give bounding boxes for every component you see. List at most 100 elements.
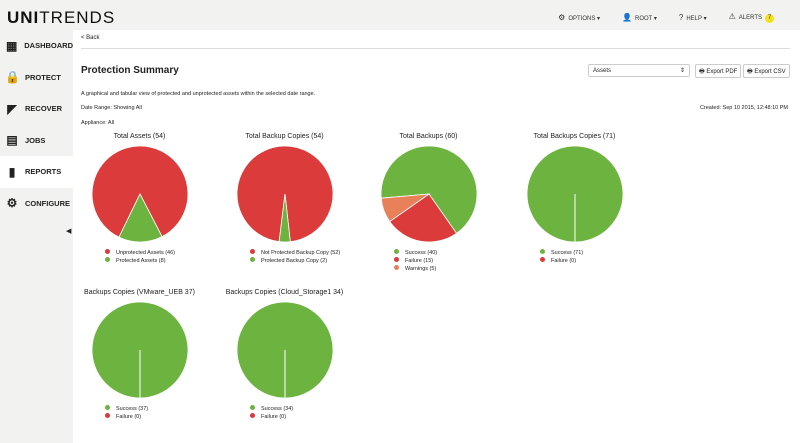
legend-item[interactable]: Failure (0) [540, 257, 647, 265]
export-icon: 🖶 [747, 69, 755, 75]
created-timestamp: Created: Sep 10 2015, 12:48:10 PM [699, 105, 788, 111]
legend-label: Not Protected Backup Copy (52) [261, 250, 341, 256]
legend-dot-icon [105, 257, 110, 262]
sidebar-item-jobs[interactable]: ▤ JOBS [6, 133, 46, 148]
unitrends-logo: UNITRENDS [7, 8, 116, 27]
chart-legend: Unprotected Assets (46) Protected Assets … [105, 249, 212, 265]
legend-dot-icon [250, 405, 255, 410]
lock-icon: 🔒 [5, 70, 20, 85]
chart-title: Total Backups Copies (71) [533, 133, 616, 140]
pie-svg [236, 301, 333, 399]
date-range: Date Range: Showing All [81, 105, 142, 111]
reports-icon: ▮ [8, 164, 16, 179]
user-icon: 👤 [622, 13, 632, 22]
collapse-sidebar-arrow-icon[interactable]: ◀ [66, 228, 72, 235]
legend-dot-icon [394, 257, 399, 262]
pie-chart: Total Assets (54) Unprotected Assets (46)… [67, 133, 212, 265]
alert-icon: ⚠ [728, 12, 736, 21]
legend-label: Success (34) [261, 406, 294, 412]
alerts-menu[interactable]: ⚠ ALERTS 7 [729, 12, 774, 23]
legend-dot-icon [540, 257, 545, 262]
pie-slice[interactable] [91, 145, 188, 238]
options-icon: ⚙ [558, 13, 566, 22]
export-csv-button[interactable]: 🖶 Export CSV [743, 64, 790, 78]
chart-title: Total Backups (60) [399, 133, 458, 140]
sidebar-item-recover[interactable]: ◤ RECOVER [0, 93, 73, 125]
chart-legend: Success (37) Failure (0) [105, 405, 212, 421]
pie-chart: Backups Copies (VMware_UEB 37) Success (3… [67, 289, 212, 421]
legend-item[interactable]: Not Protected Backup Copy (52) [250, 249, 357, 257]
legend-item[interactable]: Failure (15) [394, 257, 501, 265]
chart-legend: Success (40) Failure (15) Warnings (5) [394, 249, 501, 273]
pie-slice[interactable] [380, 193, 430, 223]
legend-item[interactable]: Unprotected Assets (46) [105, 249, 212, 257]
help-icon: ? [678, 13, 684, 22]
main-panel: < Back Protection Summary Assets ⇕ 🖶 Expo… [73, 30, 800, 443]
legend-dot-icon [105, 249, 110, 254]
pie-svg [236, 145, 333, 243]
legend-dot-icon [540, 249, 545, 254]
legend-item[interactable]: Success (37) [105, 405, 212, 413]
legend-dot-icon [250, 249, 255, 254]
chart-legend: Success (34) Failure (0) [250, 405, 357, 421]
pie-chart: Total Backups (60) Success (40) Failure (1… [356, 133, 501, 273]
legend-item[interactable]: Success (40) [394, 249, 501, 257]
export-pdf-button[interactable]: 🖶 Export PDF [695, 64, 742, 78]
pie-chart: Total Backup Copies (54) Not Protected Ba… [212, 133, 357, 265]
legend-item[interactable]: Warnings (5) [394, 265, 501, 273]
legend-item[interactable]: Protected Backup Copy (2) [250, 257, 357, 265]
legend-label: Failure (15) [405, 258, 434, 264]
back-link[interactable]: < Back [81, 35, 100, 41]
select-arrows-icon: ⇕ [679, 68, 685, 74]
help-menu[interactable]: ? HELP ▾ [678, 13, 707, 22]
legend-label: Success (37) [116, 406, 149, 412]
pie-svg [91, 301, 188, 399]
sidebar-item-reports[interactable]: ▮ REPORTS [0, 156, 73, 188]
legend-item[interactable]: Success (71) [540, 249, 647, 257]
legend-dot-icon [105, 405, 110, 410]
legend-label: Failure (0) [116, 414, 142, 420]
legend-label: Protected Backup Copy (2) [261, 258, 328, 264]
user-menu[interactable]: 👤 ROOT ▾ [622, 13, 657, 22]
chart-title: Backups Copies (VMware_UEB 37) [84, 289, 195, 296]
legend-label: Failure (0) [551, 258, 577, 264]
chart-legend: Not Protected Backup Copy (52) Protected … [250, 249, 357, 265]
pie-slice[interactable] [236, 145, 333, 243]
top-nav: ⚙ OPTIONS ▾ 👤 ROOT ▾ ? HELP ▾ ⚠ ALERTS 7 [558, 12, 774, 23]
legend-item[interactable]: Protected Assets (8) [105, 257, 212, 265]
legend-label: Unprotected Assets (46) [116, 250, 176, 256]
pie-chart: Total Backups Copies (71) Success (71) Fai… [502, 133, 647, 265]
pie-slice[interactable] [278, 193, 291, 243]
chart-title: Total Backup Copies (54) [245, 133, 324, 140]
legend-item[interactable]: Success (34) [250, 405, 357, 413]
dashboard-icon: ▦ [5, 38, 18, 53]
gear-icon: ⚙ [6, 196, 18, 211]
pie-svg [380, 145, 477, 243]
sidebar-item-dashboard[interactable]: ▦ DASHBOARD [5, 38, 73, 53]
legend-label: Success (71) [551, 250, 584, 256]
chart-legend: Success (71) Failure (0) [540, 249, 647, 265]
pie-slice[interactable] [117, 193, 163, 243]
legend-dot-icon [105, 413, 110, 418]
pie-slice[interactable] [388, 193, 457, 243]
options-menu[interactable]: ⚙ OPTIONS ▾ [558, 13, 601, 22]
pie-slice[interactable] [380, 145, 477, 234]
sidebar-item-configure[interactable]: ⚙ CONFIGURE [6, 196, 70, 211]
legend-label: Protected Assets (8) [116, 258, 166, 264]
sidebar-item-protect[interactable]: 🔒 PROTECT [5, 70, 61, 85]
page-title: Protection Summary [81, 65, 179, 76]
legend-item[interactable]: Failure (0) [250, 413, 357, 421]
report-type-select[interactable]: Assets ⇕ [588, 64, 690, 77]
sidebar: ▦ DASHBOARD 🔒 PROTECT ◤ RECOVER ▤ JOBS ▮ REPO… [0, 30, 73, 219]
legend-dot-icon [394, 265, 399, 270]
legend-dot-icon [394, 249, 399, 254]
appliance: Appliance: All [81, 120, 115, 126]
legend-label: Success (40) [405, 250, 438, 256]
divider [81, 48, 790, 49]
legend-item[interactable]: Failure (0) [105, 413, 212, 421]
recover-icon: ◤ [7, 101, 17, 116]
legend-label: Failure (0) [261, 414, 287, 420]
export-icon: 🖶 [699, 69, 707, 75]
jobs-icon: ▤ [6, 133, 18, 148]
pie-chart: Backups Copies (Cloud_Storage1 34) Succes… [212, 289, 357, 421]
